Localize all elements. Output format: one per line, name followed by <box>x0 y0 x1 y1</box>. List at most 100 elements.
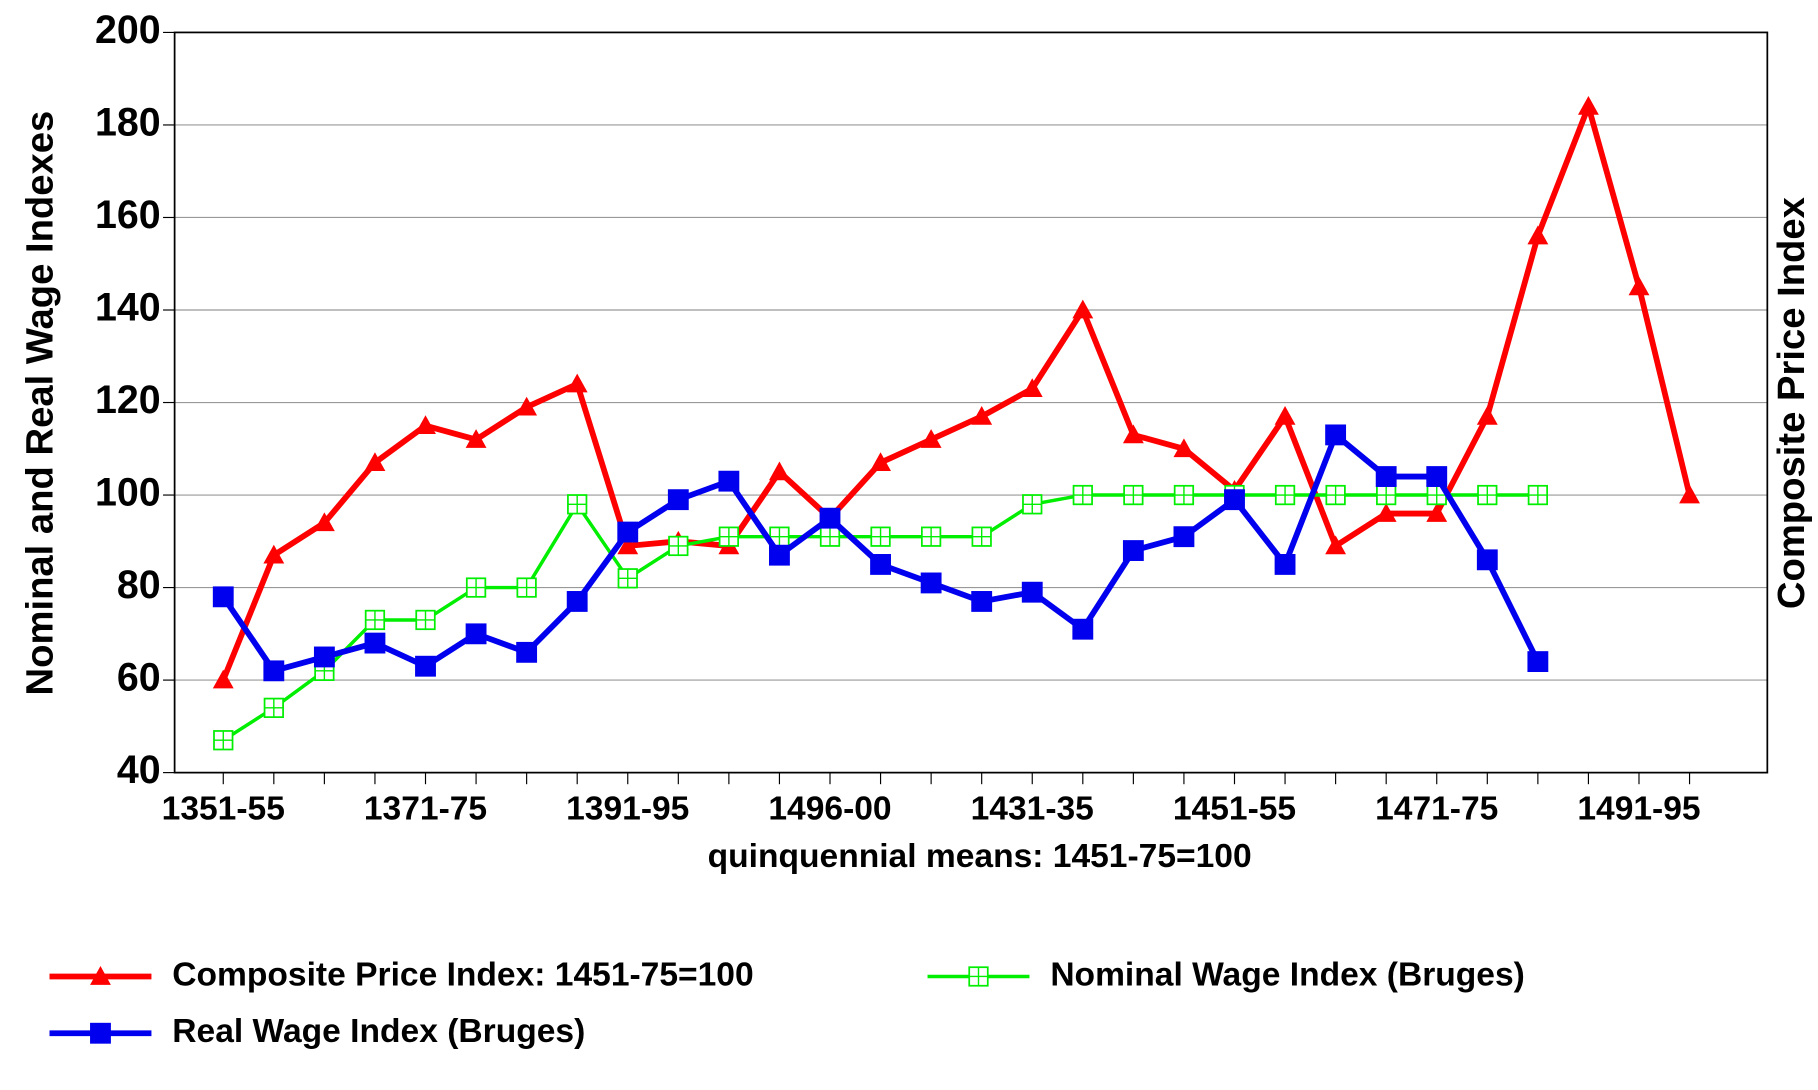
point <box>1173 438 1195 458</box>
point <box>566 591 588 612</box>
point-cross <box>921 527 941 546</box>
x-tick-label: 1431-35 <box>971 791 1094 828</box>
point-cross <box>1073 485 1093 505</box>
point <box>213 730 234 751</box>
point <box>364 452 386 472</box>
point <box>313 646 335 668</box>
point-cross <box>1174 485 1194 505</box>
point <box>1122 540 1144 561</box>
point <box>769 544 790 566</box>
point <box>617 535 639 555</box>
point <box>1224 489 1245 511</box>
point <box>516 577 537 598</box>
point <box>1072 299 1094 319</box>
point <box>617 568 638 589</box>
legend-label: Nominal Wage Index (Bruges) <box>1050 956 1525 993</box>
point-cross <box>1326 485 1345 505</box>
point <box>718 470 740 492</box>
y-tick-label: 180 <box>95 100 161 144</box>
y-tick-label: 160 <box>95 193 161 237</box>
point <box>567 494 588 515</box>
point <box>1021 581 1043 603</box>
x-tick-label: 1451-55 <box>1173 791 1296 828</box>
point <box>1476 405 1498 425</box>
point <box>1173 484 1195 506</box>
x-tick-label: 1351-55 <box>162 791 285 828</box>
x-axis-title: quinquennial means: 1451-75=100 <box>708 838 1252 875</box>
point-cross <box>1478 485 1497 505</box>
plot-frame <box>173 31 1769 774</box>
point <box>415 655 436 677</box>
point <box>617 521 639 543</box>
point <box>415 609 436 631</box>
point <box>1476 549 1498 571</box>
point <box>870 452 891 472</box>
legend-marker <box>90 966 111 985</box>
point <box>1325 535 1347 555</box>
point <box>1527 484 1548 506</box>
y-tick-label: 40 <box>117 748 161 792</box>
y-tick-label: 200 <box>95 8 161 52</box>
point-cross <box>517 578 536 597</box>
point <box>1325 484 1346 506</box>
point-cross <box>969 967 988 986</box>
y-axis-title: Nominal and Real Wage Indexes <box>19 111 62 696</box>
series <box>212 424 1549 682</box>
y-tick-label: 80 <box>117 563 161 607</box>
point <box>1274 405 1296 425</box>
x-tick-label: 1491-95 <box>1577 791 1700 828</box>
point <box>1173 526 1195 548</box>
point <box>1274 554 1296 575</box>
point <box>1022 494 1043 515</box>
point-cross <box>1427 485 1447 505</box>
point <box>1122 424 1144 444</box>
point <box>971 526 992 547</box>
point <box>1527 651 1549 673</box>
point <box>971 405 993 425</box>
legend-label: Real Wage Index (Bruges) <box>172 1013 585 1050</box>
point <box>1426 466 1448 487</box>
y-tick-label: 60 <box>117 655 161 699</box>
point-cross <box>264 698 284 718</box>
point <box>364 609 386 631</box>
point <box>1527 225 1549 245</box>
point <box>313 512 335 532</box>
point <box>1628 276 1650 296</box>
point <box>667 489 689 511</box>
point <box>718 526 740 547</box>
point <box>920 526 942 547</box>
point <box>870 554 891 575</box>
point <box>566 373 588 393</box>
point <box>263 660 285 682</box>
point-cross <box>1124 485 1143 505</box>
point <box>1375 466 1397 487</box>
point-cross <box>618 569 638 588</box>
legend-entry: Nominal Wage Index (Bruges) <box>927 956 1525 993</box>
point <box>415 415 436 434</box>
point <box>1072 484 1093 506</box>
point-cross <box>1275 485 1295 505</box>
x-tick-label: 1371-75 <box>364 791 487 828</box>
point <box>1021 378 1043 397</box>
point <box>769 461 790 481</box>
point <box>1274 484 1296 506</box>
series <box>213 484 1548 751</box>
y-tick-label: 100 <box>95 470 161 514</box>
y-tick-label: 140 <box>95 285 161 329</box>
legend-entry: Composite Price Index: 1451-75=100 <box>49 956 754 993</box>
x-tick-label: 1496-00 <box>768 791 891 828</box>
point <box>1123 484 1144 506</box>
legend-entry: Real Wage Index (Bruges) <box>49 1013 585 1050</box>
point <box>1325 424 1347 446</box>
legend-label: Composite Price Index: 1451-75=100 <box>172 956 753 993</box>
point <box>1375 503 1397 522</box>
point-cross <box>1022 495 1042 514</box>
x-tick-label: 1391-95 <box>566 791 689 828</box>
point-cross <box>770 527 789 546</box>
point <box>516 641 538 663</box>
point <box>920 572 942 594</box>
point-cross <box>871 527 890 546</box>
